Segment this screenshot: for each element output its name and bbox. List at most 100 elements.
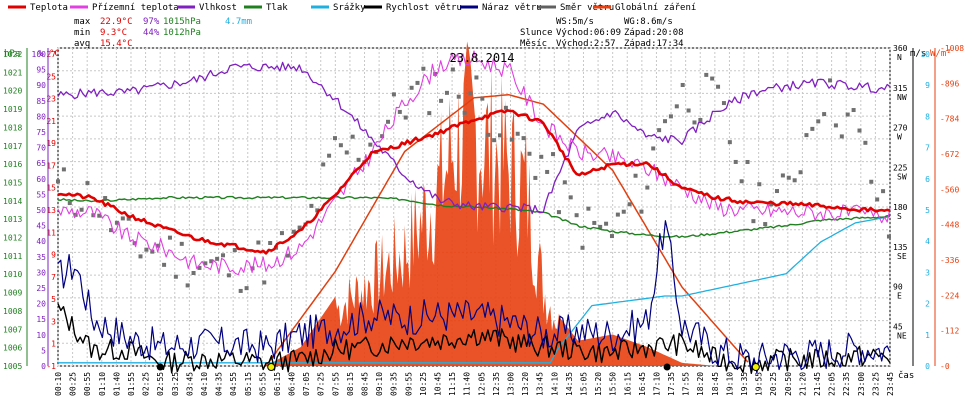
chart-title: 23.8.2014 <box>449 51 514 65</box>
time-tick-label: 11:40 <box>463 372 472 396</box>
wind-dir-point <box>144 247 149 252</box>
axis-pct-tick: 15 <box>36 315 46 324</box>
axis-c-tick: 13 <box>46 206 56 215</box>
time-tick-label: 00:25 <box>69 372 78 396</box>
wind-dir-point <box>574 213 579 218</box>
stat-max-temp: 22.9°C <box>100 17 133 27</box>
wind-dir-point <box>474 75 479 80</box>
wind-dir-point <box>439 98 444 103</box>
axis-hpa-tick: 1011 <box>3 252 22 261</box>
wind-dir-point <box>321 162 326 167</box>
wind-dir-point <box>615 212 620 217</box>
time-tick-label: 23:00 <box>857 372 866 396</box>
wind-dir-point <box>839 134 844 139</box>
axis-pct-tick: 40 <box>36 237 46 246</box>
axis-ms-tick: 2 <box>925 300 930 309</box>
wind-dir-point <box>733 159 738 164</box>
axis-dir-tick: 180 <box>893 203 908 212</box>
axis-dir-tick: 270 <box>893 124 908 133</box>
wind-dir-point <box>680 82 685 87</box>
axis-c-tick: 27 <box>46 50 56 59</box>
wind-dir-point <box>297 225 302 230</box>
axis-dir-label: NE <box>897 331 907 340</box>
time-tick-label: 16:15 <box>623 372 632 396</box>
wind-dir-point <box>391 92 396 97</box>
axis-hpa-tick: 1012 <box>3 234 22 243</box>
axis-dir-tick: 90 <box>893 283 903 292</box>
wind-dir-point <box>804 133 809 138</box>
axis-dir-label: SE <box>897 252 907 261</box>
moon-rise: Východ:2:57 <box>556 39 616 49</box>
wind-dir-point <box>226 273 231 278</box>
wind-dir-point <box>627 202 632 207</box>
wind-dir-point <box>710 76 715 81</box>
series-ground-temp <box>57 50 891 276</box>
time-tick-label: 00:10 <box>54 372 63 396</box>
series-temperature <box>57 109 891 255</box>
axis-dir-label: SW <box>897 172 907 181</box>
time-tick-label: 06:15 <box>273 372 282 396</box>
time-tick-label: 19:10 <box>725 372 734 396</box>
time-axis-unit: čas <box>898 370 914 381</box>
axis-ms-tick: 10 <box>920 50 930 59</box>
wind-dir-point <box>215 256 220 261</box>
axis-wm-tick: -336 <box>940 256 959 265</box>
axis-dir-tick: 315 <box>893 84 908 93</box>
axis-pct-tick: 0 <box>41 362 46 371</box>
stat-avg-temp: 15.4°C <box>100 39 133 49</box>
wind-dir-point <box>403 115 408 120</box>
axis-hpa-tick: 1018 <box>3 123 22 132</box>
wind-dir-point <box>668 114 673 119</box>
wind-dir-point <box>763 222 768 227</box>
wind-dir-point <box>185 283 190 288</box>
axis-pct-tick: 35 <box>36 253 46 262</box>
time-tick-label: 16:45 <box>638 372 647 396</box>
time-tick-label: 07:05 <box>302 372 311 396</box>
axis-hpa-tick: 1014 <box>3 197 22 206</box>
wind-dir-point <box>863 140 868 145</box>
wind-dir-point <box>162 262 167 267</box>
sunrise-marker <box>267 363 276 371</box>
wind-dir-point <box>745 159 750 164</box>
stat-max-hum: 97% <box>143 17 160 27</box>
wind-dir-point <box>167 235 172 240</box>
wind-dir-point <box>786 175 791 180</box>
axis-pct-tick: 5 <box>41 346 46 355</box>
axis-ms-tick: 1 <box>925 331 930 340</box>
time-tick-label: 05:15 <box>244 372 253 396</box>
axis-ms-tick: 3 <box>925 268 930 277</box>
axis-pct-tick: 100 <box>32 50 47 59</box>
wind-dir-point <box>97 213 102 218</box>
time-tick-label: 07:55 <box>331 372 340 396</box>
axis-c-tick: -1 <box>46 362 56 371</box>
wind-dir-point <box>150 249 155 254</box>
wind-dir-point <box>173 274 178 279</box>
stat-min-press: 1012hPa <box>163 28 201 38</box>
stat-rain: 4.7mm <box>225 17 252 27</box>
axis-unit-wm: W/m² <box>930 49 952 59</box>
time-tick-label: 13:00 <box>506 372 515 396</box>
wind-dir-point <box>79 207 84 212</box>
wind-dir-point <box>114 220 119 225</box>
axis-ms-tick: 7 <box>925 144 930 153</box>
series-wind-gust <box>57 220 891 374</box>
wind-dir-point <box>598 224 603 229</box>
wind-dir-point <box>792 178 797 183</box>
axis-c-tick: 21 <box>46 117 56 126</box>
wind-dir-point <box>604 221 609 226</box>
wind-dir-point <box>810 126 815 131</box>
axis-ms-tick: 5 <box>925 206 930 215</box>
series-clear-sky-radiation <box>265 93 749 367</box>
wind-dir-point <box>551 152 556 157</box>
axis-pct-tick: 50 <box>36 206 46 215</box>
axis-hpa-tick: 1015 <box>3 178 22 187</box>
wind-dir-point <box>645 185 650 190</box>
wind-dir-point <box>739 179 744 184</box>
axis-hpa-tick: 1013 <box>3 215 22 224</box>
wind-dir-point <box>285 253 290 258</box>
legend-label-5: Rychlost větru <box>386 3 462 13</box>
axis-ms-tick: 8 <box>925 112 930 121</box>
legend-label-2: Vlhkost <box>199 3 237 13</box>
wind-dir-point <box>256 240 261 245</box>
wind-dir-point <box>568 195 573 200</box>
